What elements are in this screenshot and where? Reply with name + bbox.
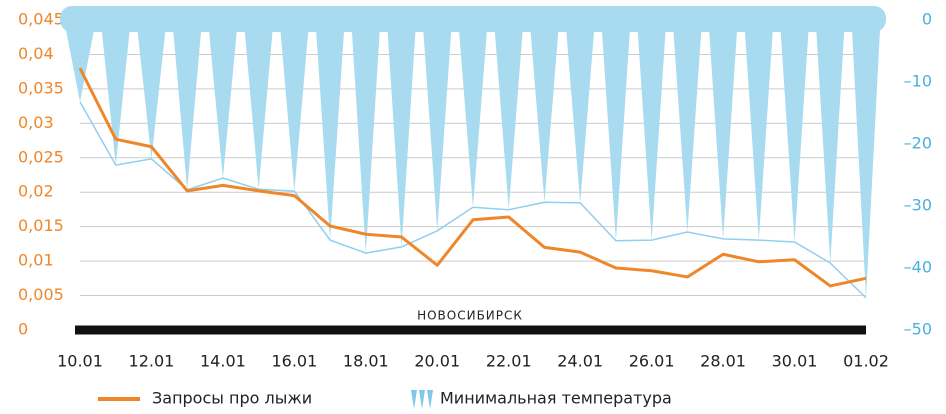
x-tick-label: 16.01 xyxy=(271,352,317,371)
y2-tick-label: –50 xyxy=(904,320,932,339)
x-tick-label: 10.01 xyxy=(57,352,103,371)
icicle xyxy=(351,30,380,254)
x-tick-label: 01.02 xyxy=(843,352,889,371)
legend-label: Минимальная температура xyxy=(440,389,672,408)
icicle xyxy=(780,30,809,242)
legend-swatch xyxy=(411,390,417,409)
icicle xyxy=(137,30,166,159)
y2-tick-label: –30 xyxy=(904,196,932,215)
x-tick-label: 14.01 xyxy=(200,352,246,371)
y2-tick-label: 0 xyxy=(922,10,932,29)
icicle-band xyxy=(60,6,886,32)
y2-tick-label: –10 xyxy=(904,72,932,91)
temperature-line xyxy=(79,101,867,299)
y-tick-label: 0,04 xyxy=(18,44,54,63)
y-tick-label: 0,045 xyxy=(18,10,64,29)
x-tick-label: 28.01 xyxy=(700,352,746,371)
icicle xyxy=(101,30,130,166)
y2-tick-label: –40 xyxy=(904,258,932,277)
x-tick-label: 24.01 xyxy=(557,352,603,371)
icicle xyxy=(423,30,452,231)
legend-swatch xyxy=(419,390,425,409)
y-tick-label: 0,015 xyxy=(18,216,64,235)
y2-tick-label: –20 xyxy=(904,134,932,153)
icicle xyxy=(280,30,309,192)
x-tick-label: 12.01 xyxy=(129,352,175,371)
y-tick-label: 0,01 xyxy=(18,251,54,270)
x-tick-label: 26.01 xyxy=(629,352,675,371)
icicle xyxy=(316,30,345,241)
legend-label: Запросы про лыжи xyxy=(152,389,312,408)
icicle xyxy=(459,30,487,208)
y-tick-label: 0 xyxy=(18,320,28,339)
icicle xyxy=(709,30,738,239)
icicle xyxy=(673,30,702,233)
icicle xyxy=(744,30,773,241)
y-tick-label: 0,03 xyxy=(18,113,54,132)
icicle xyxy=(387,30,416,247)
annotation: НОВОСИБИРСК xyxy=(417,309,523,323)
x-tick-label: 20.01 xyxy=(414,352,460,371)
icicle xyxy=(494,30,523,210)
icicle xyxy=(173,30,202,190)
y-tick-label: 0,02 xyxy=(18,182,54,201)
icicle xyxy=(566,30,595,203)
requests-line xyxy=(78,67,867,288)
icicle xyxy=(852,30,880,298)
icicle xyxy=(601,30,630,241)
x-tick-label: 18.01 xyxy=(343,352,389,371)
y-tick-label: 0,035 xyxy=(18,78,64,97)
icicle xyxy=(244,30,273,190)
icicle xyxy=(208,30,237,179)
y-tick-label: 0,005 xyxy=(18,285,64,304)
icicle xyxy=(66,30,94,102)
y-tick-label: 0,025 xyxy=(18,147,64,166)
icicle xyxy=(816,30,845,264)
icicle xyxy=(637,30,666,241)
x-tick-label: 22.01 xyxy=(486,352,532,371)
x-tick-label: 30.01 xyxy=(772,352,818,371)
icicle xyxy=(530,30,559,203)
legend-swatch xyxy=(427,390,433,409)
